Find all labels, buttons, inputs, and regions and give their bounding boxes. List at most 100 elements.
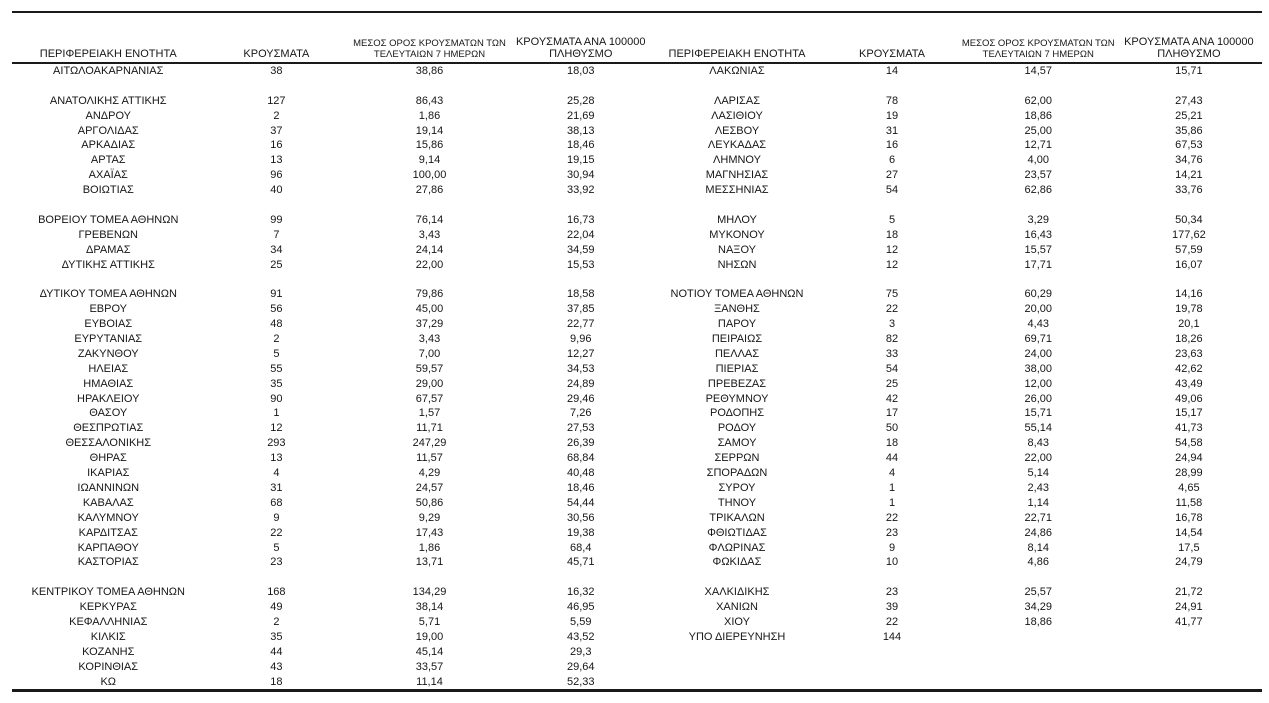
per100k-value: 30,94 (566, 169, 595, 182)
avg7-value: 62,86 (1024, 184, 1053, 197)
per100k-value: 14,21 (1175, 169, 1203, 182)
cases-value: 10 (885, 556, 899, 569)
cases-value: 12 (885, 258, 899, 271)
per100k-value: 19,78 (1175, 303, 1203, 316)
per100k-value: 19,38 (566, 526, 595, 539)
per100k-value: 25,21 (1175, 109, 1203, 122)
per100k-value: 57,59 (1175, 243, 1203, 256)
per100k-value: 20,1 (1178, 318, 1200, 331)
per100k-value: 30,56 (566, 511, 595, 524)
avg7-value: 86,43 (415, 94, 444, 107)
per100k-value: 5,59 (570, 615, 592, 628)
cases-value: 22 (885, 511, 899, 524)
region-name: ΠΕΙΡΑΙΩΣ (711, 333, 763, 346)
cases-value: 50 (885, 422, 899, 435)
region-name: ΑΡΚΑΔΙΑΣ (81, 139, 136, 152)
region-name: ΑΡΤΑΣ (90, 154, 126, 167)
avg7-value: 50,86 (415, 496, 444, 509)
cases-value: 127 (267, 94, 286, 107)
region-name: ΖΑΚΥΝΘΟΥ (77, 347, 139, 360)
table-row (12, 272, 1262, 287)
per100k-value: 67,53 (1175, 139, 1203, 152)
avg7-value: 24,86 (1024, 526, 1053, 539)
avg7-value: 8,14 (1027, 541, 1049, 554)
avg7-value: 4,00 (1027, 154, 1049, 167)
table-row: ΚΑΡΠΑΘΟΥ 5 1,86 68,4 ΦΛΩΡΙΝΑΣ 9 8,14 17,… (12, 541, 1262, 556)
cases-value: 3 (888, 318, 896, 331)
per100k-value: 25,28 (566, 94, 595, 107)
per100k-value: 22,04 (566, 228, 595, 241)
per100k-value: 9,96 (570, 333, 592, 346)
per100k-value: 68,84 (566, 452, 595, 465)
region-name: ΚΟΡΙΝΘΙΑΣ (78, 660, 139, 673)
region-name: ΔΡΑΜΑΣ (85, 243, 131, 256)
table-row: ΑΙΤΩΛΟΑΚΑΡΝΑΝΙΑΣ 38 38,86 18,03 ΛΑΚΩΝΙΑΣ… (12, 64, 1262, 79)
region-name: ΛΗΜΝΟΥ (713, 154, 761, 167)
avg7-value: 62,00 (1024, 94, 1053, 107)
region-name: ΝΗΣΩΝ (717, 258, 757, 271)
region-name: ΔΥΤΙΚΗΣ ΑΤΤΙΚΗΣ (61, 258, 155, 271)
region-name: ΚΑΛΥΜΝΟΥ (77, 511, 139, 524)
cases-value: 22 (885, 303, 899, 316)
region-name: ΣΑΜΟΥ (717, 437, 757, 450)
cases-value: 6 (888, 154, 896, 167)
per100k-value: 11,58 (1175, 496, 1203, 509)
avg7-value: 11,71 (416, 422, 443, 435)
region-name: ΚΟΖΑΝΗΣ (82, 645, 135, 658)
region-name: ΠΙΕΡΙΑΣ (715, 362, 759, 375)
region-name: ΜΥΚΟΝΟΥ (709, 228, 765, 241)
header-per100k-right-line1: ΚΡΟΥΣΜΑΤΑ ΑΝΑ 100000 (1124, 36, 1254, 48)
region-name: ΑΙΤΩΛΟΑΚΑΡΝΑΝΙΑΣ (53, 65, 164, 77)
cases-value: 1 (888, 481, 896, 494)
per100k-value: 22,77 (566, 318, 595, 331)
cases-value: 9 (273, 511, 280, 524)
avg7-value: 67,57 (415, 392, 444, 405)
header-avg7-right-line2: ΤΕΛΕΥΤΑΙΩΝ 7 ΗΜΕΡΩΝ (982, 49, 1094, 60)
cases-value: 7 (273, 228, 280, 241)
avg7-value: 20,00 (1024, 303, 1053, 316)
header-cases-left: ΚΡΟΥΣΜΑΤΑ (243, 48, 310, 60)
avg7-value: 55,14 (1024, 422, 1053, 435)
per100k-value: 18,58 (566, 288, 595, 301)
header-per100k-left-line2: ΠΛΗΘΥΣΜΟ (549, 48, 613, 60)
cases-value: 23 (885, 526, 899, 539)
region-name: ΤΡΙΚΑΛΩΝ (709, 511, 765, 524)
cases-value: 4 (273, 467, 280, 480)
cases-value: 40 (270, 184, 283, 197)
cases-value: 14 (885, 65, 899, 77)
region-name: ΓΡΕΒΕΝΩΝ (78, 228, 139, 241)
per100k-value: 23,63 (1175, 347, 1203, 360)
avg7-value: 11,14 (416, 675, 443, 688)
region-name: ΘΕΣΣΑΛΟΝΙΚΗΣ (65, 437, 152, 450)
cases-value: 56 (270, 303, 283, 316)
per100k-value: 27,53 (566, 422, 595, 435)
table-row: ΓΡΕΒΕΝΩΝ 7 3,43 22,04 ΜΥΚΟΝΟΥ 18 16,43 1… (12, 228, 1262, 243)
avg7-value: 38,14 (415, 601, 444, 614)
per100k-value: 34,59 (566, 243, 595, 256)
header-avg7-left-line1: ΜΕΣΟΣ ΟΡΟΣ ΚΡΟΥΣΜΑΤΩΝ ΤΩΝ (353, 38, 506, 49)
per100k-value: 33,76 (1175, 184, 1203, 197)
per100k-value: 29,3 (570, 645, 592, 658)
region-name: ΛΑΡΙΣΑΣ (713, 94, 760, 107)
per100k-value: 50,34 (1175, 213, 1203, 226)
per100k-value: 16,32 (566, 586, 595, 599)
per100k-value: 21,72 (1175, 586, 1203, 599)
cases-value: 55 (270, 362, 283, 375)
avg7-value: 59,57 (415, 362, 444, 375)
region-name: ΠΕΛΛΑΣ (714, 347, 760, 360)
region-name: ΛΕΣΒΟΥ (714, 124, 760, 137)
avg7-value: 25,00 (1024, 124, 1053, 137)
table-row: ΔΥΤΙΚΗΣ ΑΤΤΙΚΗΣ 25 22,00 15,53 ΝΗΣΩΝ 12 … (12, 258, 1262, 273)
avg7-value: 79,86 (415, 288, 444, 301)
cases-value: 37 (270, 124, 283, 137)
table-row: ΕΒΡΟΥ 56 45,00 37,85 ΞΑΝΘΗΣ 22 20,00 19,… (12, 302, 1262, 317)
cases-value: 99 (270, 213, 283, 226)
per100k-value: 46,95 (566, 601, 595, 614)
table-row: ΕΥΡΥΤΑΝΙΑΣ 2 3,43 9,96 ΠΕΙΡΑΙΩΣ 82 69,71… (12, 332, 1262, 347)
table-row: ΗΛΕΙΑΣ 55 59,57 34,53 ΠΙΕΡΙΑΣ 54 38,00 4… (12, 362, 1262, 377)
avg7-value: 4,29 (418, 467, 441, 480)
avg7-value: 2,43 (1027, 481, 1049, 494)
cases-value: 5 (273, 347, 280, 360)
cases-value: 54 (885, 362, 899, 375)
region-name: ΧΑΝΙΩΝ (716, 601, 758, 614)
